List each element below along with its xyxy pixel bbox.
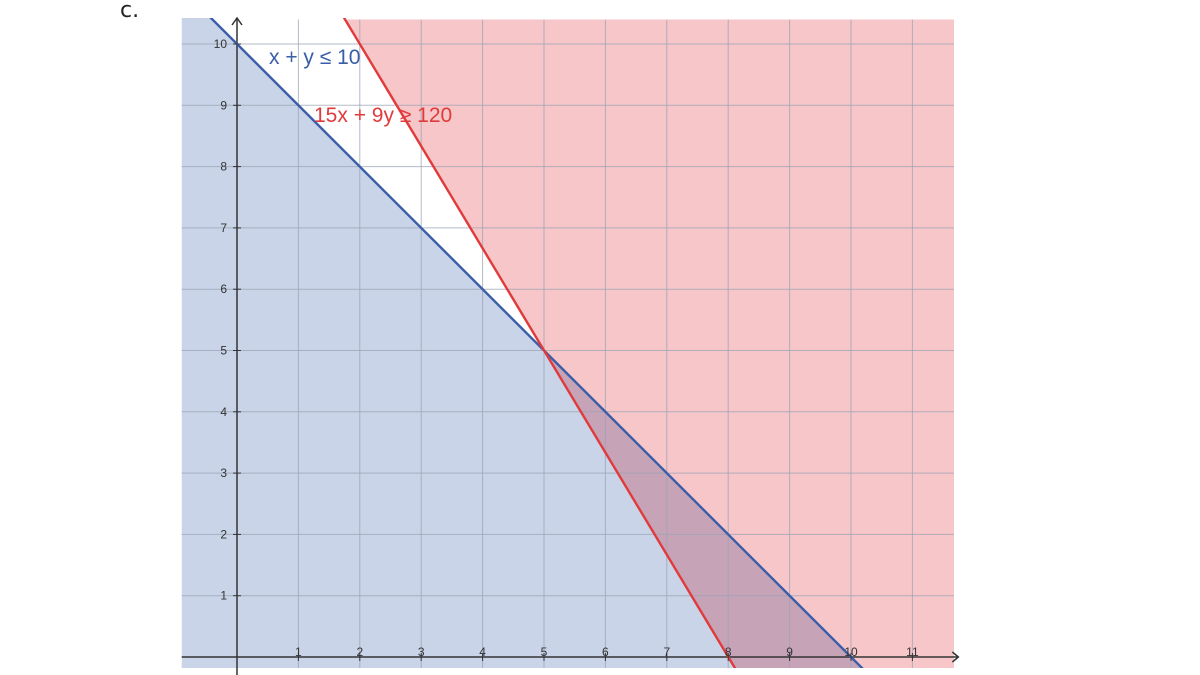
x-tick-label-10: 10 [844,645,858,659]
x-axis-arrow [951,651,960,663]
y-tick-label-10: 10 [214,37,228,51]
x-tick-label-2: 2 [356,645,363,659]
x-tick-label-1: 1 [295,645,302,659]
boundary-line-x-plus-y-10 [209,18,864,668]
y-tick-label-3: 3 [220,466,227,480]
inequality-labels: x + y ≤ 10 15x + 9y ≥ 120 [269,46,452,127]
series-label-blue: x + y ≤ 10 [269,46,361,69]
x-tick-label-4: 4 [479,645,486,659]
y-tick-label-8: 8 [220,160,227,174]
axes [181,16,960,675]
y-tick-label-4: 4 [220,405,227,419]
y-tick-label-5: 5 [220,344,227,358]
y-tick-label-6: 6 [220,282,227,296]
boundary-line-15x-plus-9y-120 [342,18,737,668]
y-tick-label-9: 9 [220,98,227,112]
y-axis-arrow [231,16,243,26]
x-tick-label-9: 9 [786,645,793,659]
x-tick-label-8: 8 [725,645,732,659]
x-tick-label-7: 7 [663,645,670,659]
x-tick-label-11: 11 [906,645,919,659]
series-label-red: 15x + 9y ≥ 120 [314,104,452,127]
x-tick-label-5: 5 [541,645,548,659]
y-tick-label-1: 1 [220,589,227,603]
y-tick-label-2: 2 [220,527,227,541]
region-15x-plus-9y-ge-120 [345,19,954,668]
part-label: c. [120,0,140,23]
y-tick-label-7: 7 [220,221,227,235]
grid [181,19,954,668]
x-tick-label-3: 3 [418,645,425,659]
boundary-lines [209,18,864,668]
shaded-regions [181,18,954,668]
x-tick-label-6: 6 [602,645,609,659]
